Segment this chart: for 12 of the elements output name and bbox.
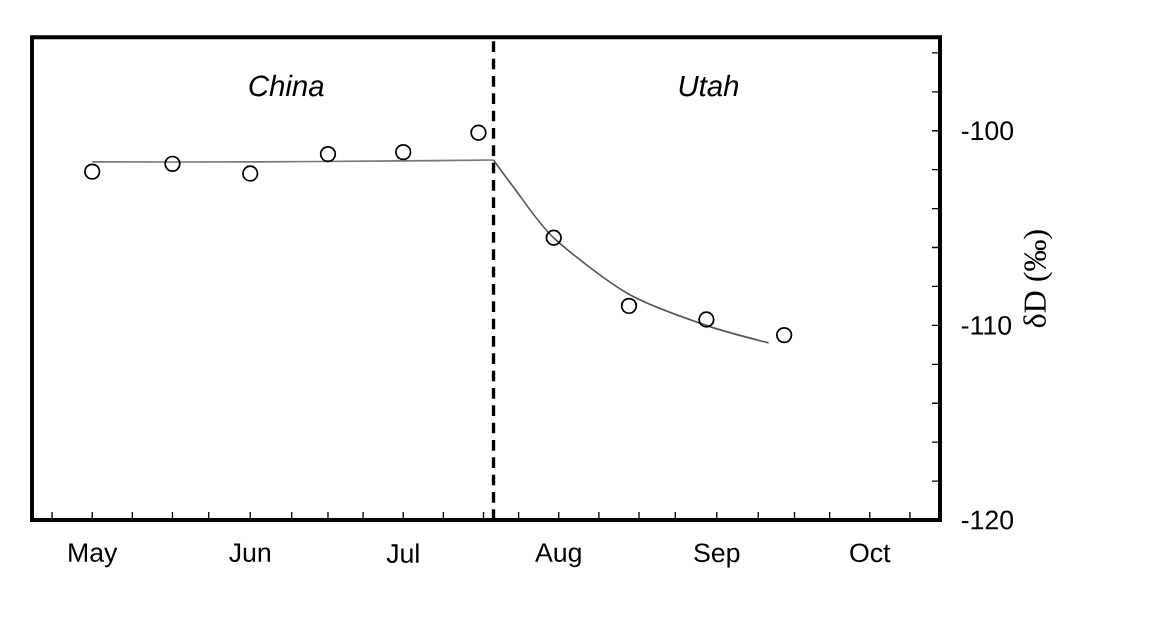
y-tick-label: -120 <box>961 510 1014 530</box>
x-tick-label: Sep <box>694 543 740 568</box>
x-tick-label: May <box>69 543 118 568</box>
y-tick-label: -100 <box>961 121 1014 141</box>
x-tick-label: Oct <box>850 543 891 563</box>
annotation: China <box>249 74 324 97</box>
x-tick-label: Jun <box>229 543 270 562</box>
x-tick-label: Jul <box>386 543 419 563</box>
x-tick-label: Aug <box>535 543 581 568</box>
y-tick-label: -110 <box>961 315 1012 335</box>
annotation: Utah <box>679 74 739 97</box>
y-axis-title: δD (‰) <box>1023 230 1053 328</box>
